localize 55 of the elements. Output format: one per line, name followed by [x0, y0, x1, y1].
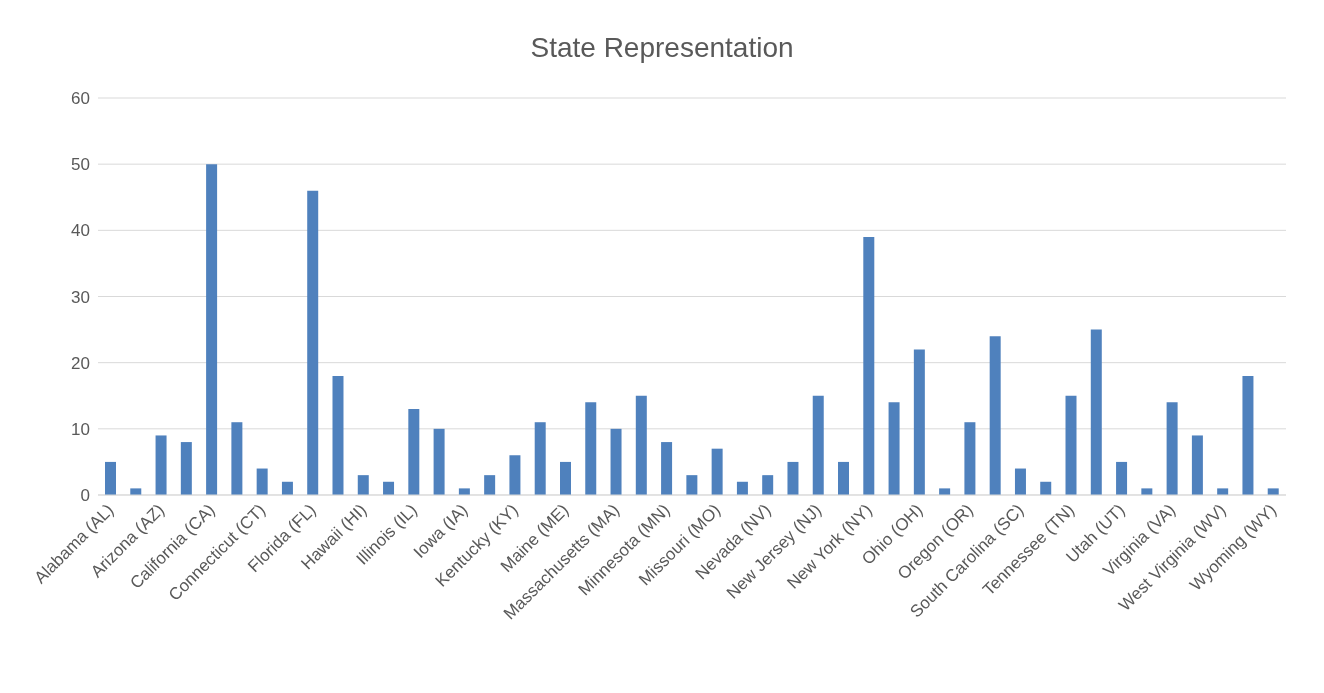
bar — [105, 461, 116, 495]
bar — [534, 422, 546, 495]
chart-title: State Representation — [529, 32, 795, 64]
bar — [686, 475, 698, 495]
y-tick-label: 60 — [71, 89, 90, 109]
bar — [509, 455, 521, 495]
bar — [1267, 488, 1279, 495]
bar — [307, 190, 319, 495]
bar — [206, 164, 218, 495]
y-tick-label: 50 — [71, 155, 90, 175]
bar — [1090, 329, 1102, 495]
bar — [1014, 468, 1026, 495]
bar — [180, 442, 192, 495]
bar — [762, 475, 774, 495]
bar — [989, 336, 1001, 495]
bar — [408, 408, 420, 495]
bar — [383, 481, 395, 495]
bar — [1065, 395, 1077, 495]
bar — [458, 488, 470, 495]
y-tick-label: 10 — [71, 419, 90, 439]
bar — [332, 375, 344, 495]
y-tick-label: 0 — [80, 486, 90, 506]
bar — [484, 475, 496, 495]
bar — [610, 428, 622, 495]
bar — [1116, 461, 1128, 495]
bar — [888, 402, 900, 495]
bar — [1166, 402, 1178, 495]
bar — [357, 475, 369, 495]
bar — [1242, 375, 1254, 495]
bar — [661, 442, 673, 495]
bar — [1141, 488, 1153, 495]
bar — [787, 461, 799, 495]
y-tick-label: 40 — [71, 221, 90, 241]
bar — [964, 422, 976, 495]
bar — [1217, 488, 1229, 495]
bar — [939, 488, 951, 495]
bar — [155, 435, 167, 495]
bar — [585, 402, 597, 495]
bar — [281, 481, 293, 495]
bar — [711, 448, 723, 495]
bar — [812, 395, 824, 495]
y-tick-label: 30 — [71, 287, 90, 307]
bar — [130, 488, 142, 495]
bar — [231, 422, 243, 495]
bar — [1040, 481, 1052, 495]
bar — [838, 461, 850, 495]
bar — [1191, 435, 1203, 495]
bar — [913, 349, 925, 495]
bar — [635, 395, 647, 495]
bar — [863, 236, 875, 495]
bar — [736, 481, 748, 495]
bar — [433, 428, 445, 495]
bar — [256, 468, 268, 495]
y-tick-label: 20 — [71, 353, 90, 373]
bar — [559, 461, 571, 495]
